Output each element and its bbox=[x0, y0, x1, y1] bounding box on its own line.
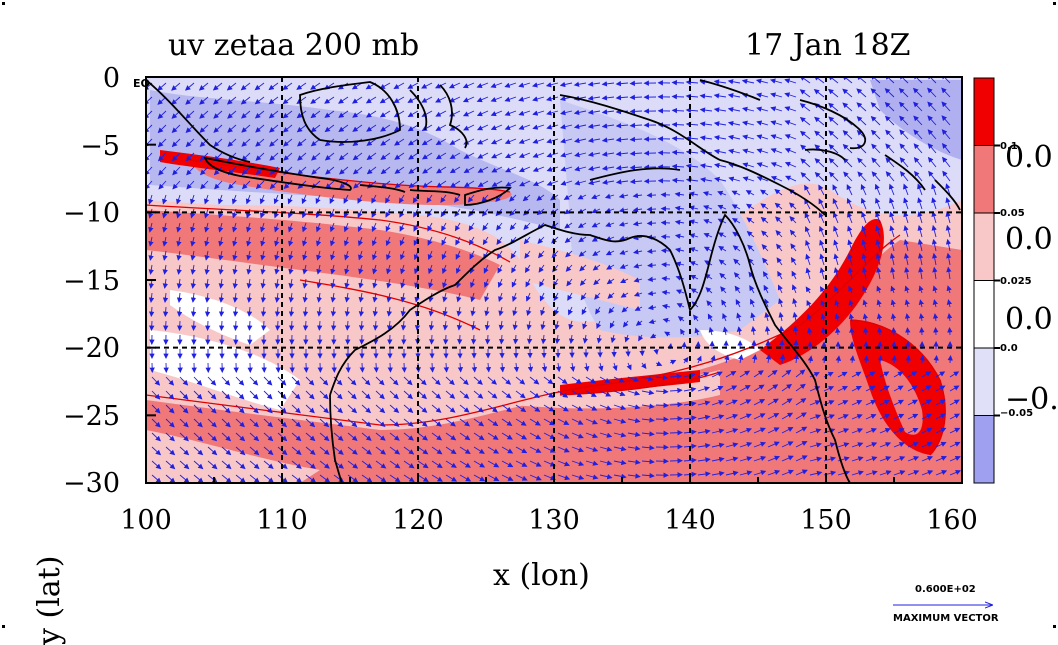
y-tick-label: −5 bbox=[80, 131, 120, 162]
wind-vector bbox=[432, 363, 433, 372]
colorbar-label: 0.0 bbox=[1000, 343, 1018, 354]
wind-vector bbox=[950, 328, 951, 335]
wind-vector bbox=[648, 251, 656, 252]
x-tick-label: 100 bbox=[120, 505, 172, 536]
wind-vector bbox=[152, 321, 153, 330]
wind-vector bbox=[936, 328, 937, 335]
y-tick-label: 0 bbox=[103, 63, 120, 94]
figure bbox=[0, 0, 1058, 631]
wind-vector bbox=[432, 335, 433, 344]
wind-vector bbox=[662, 250, 670, 251]
colorbar-big-label: 0.0 bbox=[1005, 222, 1053, 257]
wind-vector bbox=[630, 97, 642, 98]
colorbar-swatch bbox=[974, 78, 994, 146]
wind-vector bbox=[907, 328, 908, 335]
colorbar-big-label: 0.0 bbox=[1005, 140, 1053, 175]
wind-vector bbox=[446, 335, 447, 344]
wind-vector bbox=[235, 321, 236, 330]
x-tick-label: 130 bbox=[528, 505, 580, 536]
equator-label: EQ bbox=[133, 77, 150, 90]
colorbar-swatch bbox=[974, 348, 994, 416]
wind-vector bbox=[221, 321, 222, 330]
wind-vector bbox=[922, 328, 923, 335]
wind-vector bbox=[166, 321, 167, 330]
y-tick-label: −20 bbox=[63, 333, 120, 364]
wind-vector bbox=[390, 363, 391, 372]
y-axis-label: y (lat) bbox=[32, 556, 67, 645]
wind-vector bbox=[648, 223, 656, 224]
wind-vector bbox=[672, 96, 684, 97]
x-axis-label: x (lon) bbox=[493, 558, 590, 593]
colorbar bbox=[974, 78, 1000, 483]
wind-vector bbox=[893, 328, 894, 335]
colorbar-big-label: 0.0 bbox=[1005, 302, 1053, 337]
wind-vector bbox=[670, 433, 682, 434]
wind-vector bbox=[194, 321, 195, 330]
map-title: uv zetaa 200 mb bbox=[168, 28, 419, 63]
x-tick-label: 160 bbox=[926, 505, 978, 536]
colorbar-swatch bbox=[974, 281, 994, 349]
wind-vector bbox=[662, 223, 670, 224]
wind-vector bbox=[936, 356, 937, 363]
x-tick-label: 140 bbox=[664, 505, 716, 536]
x-tick-label: 120 bbox=[392, 505, 444, 536]
x-tick-label: 150 bbox=[800, 505, 852, 536]
max-vector-label: MAXIMUM VECTOR bbox=[893, 613, 999, 624]
wind-vector bbox=[208, 321, 209, 330]
wind-vector bbox=[630, 83, 642, 84]
wind-vector bbox=[672, 82, 684, 83]
wind-vector bbox=[362, 363, 363, 372]
colorbar-swatch bbox=[974, 146, 994, 214]
wind-vector bbox=[487, 335, 488, 344]
colorbar-swatch bbox=[974, 213, 994, 281]
wind-vector bbox=[473, 335, 474, 344]
wind-vector bbox=[180, 321, 181, 330]
colorbar-swatch bbox=[974, 416, 994, 484]
wind-vector bbox=[249, 321, 250, 330]
wind-vector bbox=[376, 363, 377, 372]
map-datetime: 17 Jan 18Z bbox=[745, 28, 911, 63]
wind-vector bbox=[656, 405, 668, 406]
y-tick-label: −30 bbox=[63, 468, 120, 499]
colorbar-label: 0.05 bbox=[1000, 208, 1025, 219]
wind-vector bbox=[670, 418, 682, 419]
x-tick-label: 110 bbox=[256, 505, 308, 536]
colorbar-label: 0.025 bbox=[1000, 276, 1032, 287]
wind-vector bbox=[656, 433, 668, 434]
wind-vector bbox=[446, 363, 447, 372]
colorbar-big-label: −0. bbox=[1005, 382, 1058, 417]
wind-vector bbox=[263, 321, 264, 330]
y-tick-label: −15 bbox=[63, 266, 120, 297]
wind-vector bbox=[277, 321, 278, 330]
wind-vector bbox=[662, 237, 670, 238]
wind-vector bbox=[950, 356, 951, 363]
y-tick-label: −25 bbox=[63, 401, 120, 432]
wind-vector bbox=[460, 335, 461, 344]
y-tick-label: −10 bbox=[63, 198, 120, 229]
wind-vector bbox=[656, 419, 668, 420]
wind-vector bbox=[631, 111, 643, 112]
wind-vector bbox=[404, 363, 405, 372]
max-vector-value: 0.600E+02 bbox=[915, 584, 976, 595]
